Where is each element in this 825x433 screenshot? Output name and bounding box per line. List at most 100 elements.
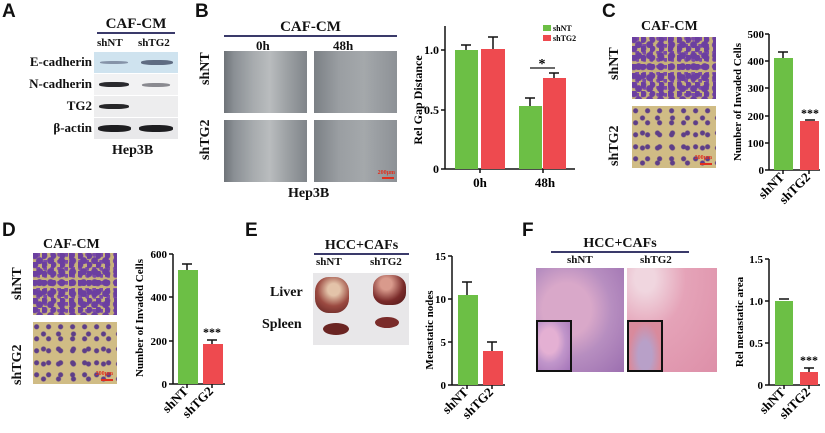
panel-b-row-shnt: shNT xyxy=(198,52,213,85)
svg-text:500: 500 xyxy=(748,29,765,41)
svg-text:0: 0 xyxy=(758,380,764,392)
blot-label-e-cadherin: E-cadherin xyxy=(29,54,92,69)
bar-b-shtg2-0h xyxy=(481,49,505,169)
svg-text:600: 600 xyxy=(151,249,168,261)
panel-d-row-shtg2: shTG2 xyxy=(10,344,25,385)
panel-b-cell-line: Hep3B xyxy=(288,186,330,201)
panel-a-lane-shnt: shNT xyxy=(97,37,123,49)
panel-e-header: HCC+CAFs xyxy=(314,238,409,255)
svg-text:0: 0 xyxy=(162,379,168,391)
organ-label-liver: Liver xyxy=(270,285,303,300)
svg-text:15: 15 xyxy=(435,251,447,263)
panel-b-time-0h: 0h xyxy=(256,38,270,53)
panel-c-header: CAF-CM xyxy=(641,19,698,34)
panel-f-lane-shtg2: shTG2 xyxy=(640,254,672,266)
panel-b-row-shtg2: shTG2 xyxy=(198,119,213,160)
panel-b-time-48h: 48h xyxy=(333,38,354,53)
svg-text:Rel metastatic area: Rel metastatic area xyxy=(734,276,746,367)
blot-label-beta-actin: β-actin xyxy=(53,120,92,135)
svg-text:300: 300 xyxy=(748,83,765,95)
blot-label-tg2: TG2 xyxy=(66,98,92,113)
significance-b: * xyxy=(539,57,546,72)
panel-a-label: A xyxy=(2,1,16,22)
histology-image-shtg2 xyxy=(627,268,717,372)
scale-bar-c: 200μm xyxy=(694,155,712,161)
svg-text:Metastatic nodes: Metastatic nodes xyxy=(424,290,436,370)
svg-text:5: 5 xyxy=(441,337,447,349)
panel-d-row-shnt: shNT xyxy=(10,267,25,300)
bar-f-shnt xyxy=(775,301,793,385)
wound-image-shtg2-48h: 200μm xyxy=(314,120,397,182)
chart-d-invaded-cells: Number of Invaded Cells 600 400 200 0 **… xyxy=(134,249,225,421)
histology-inset-shnt xyxy=(536,320,572,372)
wound-image-shtg2-0h xyxy=(224,120,307,182)
panel-a-cell-line: Hep3B xyxy=(112,143,154,158)
panel-f-lane-shnt: shNT xyxy=(567,254,593,266)
bar-c-shtg2 xyxy=(800,121,819,170)
panel-d-label: D xyxy=(2,220,16,241)
panel-c-row-shtg2: shTG2 xyxy=(607,125,622,166)
invasion-image-c-shtg2: 200μm xyxy=(632,106,716,168)
svg-text:Number of Invaded Cells: Number of Invaded Cells xyxy=(732,42,744,161)
bar-f-shtg2 xyxy=(800,372,818,385)
panel-a-header: CAF-CM xyxy=(97,16,175,34)
svg-text:0: 0 xyxy=(433,162,439,176)
invasion-image-d-shtg2: 200μm xyxy=(33,322,117,384)
bar-d-shnt xyxy=(178,270,198,384)
histology-image-shnt xyxy=(536,268,624,372)
svg-text:Number of Invaded Cells: Number of Invaded Cells xyxy=(134,258,146,377)
panel-d-header: CAF-CM xyxy=(43,237,100,252)
spleen-shtg2 xyxy=(375,317,399,328)
panel-e-label: E xyxy=(245,220,258,241)
scale-bar-b: 200μm xyxy=(377,170,395,176)
bar-e-shtg2 xyxy=(483,351,503,385)
bar-b-shtg2-48h xyxy=(543,78,566,169)
panel-b-label: B xyxy=(195,1,209,22)
liver-shtg2 xyxy=(373,275,406,305)
invasion-image-d-shnt xyxy=(33,253,117,315)
chart-e-metastatic-nodes: Metastatic nodes 15 10 5 0 shNT shTG2 xyxy=(424,251,505,422)
blot-strip-e-cadherin xyxy=(94,52,178,73)
panel-b-header: CAF-CM xyxy=(224,19,397,37)
scale-bar-d: 200μm xyxy=(95,371,113,377)
bar-d-shtg2 xyxy=(203,344,223,384)
panel-c-label: C xyxy=(602,1,616,22)
legend-shnt: shNT xyxy=(553,24,572,33)
organ-photo xyxy=(313,273,409,345)
liver-shnt xyxy=(315,277,349,313)
bar-c-shnt xyxy=(774,58,793,170)
svg-text:200: 200 xyxy=(748,111,765,123)
organ-label-spleen: Spleen xyxy=(262,317,302,332)
svg-text:48h: 48h xyxy=(535,175,556,190)
panel-e-lane-shnt: shNT xyxy=(316,256,342,268)
svg-text:1.5: 1.5 xyxy=(749,254,763,266)
bar-b-shnt-48h xyxy=(519,106,542,169)
significance-f: *** xyxy=(800,353,818,367)
significance-d: *** xyxy=(203,325,221,339)
invasion-image-c-shnt xyxy=(632,37,716,99)
svg-text:10: 10 xyxy=(435,294,447,306)
chart-f-rel-metastatic-area: Rel metastatic area 1.5 1.0 0.5 0 *** sh… xyxy=(734,254,820,422)
svg-text:0: 0 xyxy=(441,380,447,392)
wound-image-shnt-0h xyxy=(224,51,307,113)
wound-image-shnt-48h xyxy=(314,51,397,113)
svg-text:400: 400 xyxy=(151,292,168,304)
svg-text:100: 100 xyxy=(748,138,765,150)
panel-f-header: HCC+CAFs xyxy=(551,236,689,253)
panel-a-lane-shtg2: shTG2 xyxy=(138,37,170,49)
bar-b-shnt-0h xyxy=(455,50,478,169)
svg-text:0: 0 xyxy=(759,165,765,177)
blot-strip-beta-actin xyxy=(94,118,178,139)
blot-strip-tg2 xyxy=(94,96,178,117)
svg-text:0h: 0h xyxy=(473,175,488,190)
chart-b-ylabel: Rel Gap Distance xyxy=(411,55,425,145)
chart-c-invaded-cells: Number of Invaded Cells 500 400 300 200 … xyxy=(732,29,820,207)
blot-label-n-cadherin: N-cadherin xyxy=(29,76,92,91)
panel-e-lane-shtg2: shTG2 xyxy=(370,256,402,268)
svg-text:0.5: 0.5 xyxy=(749,338,763,350)
panel-c-row-shnt: shNT xyxy=(607,47,622,80)
histology-inset-shtg2 xyxy=(627,320,663,372)
western-blot xyxy=(94,52,178,140)
panel-f-label: F xyxy=(522,220,534,241)
legend-shtg2: shTG2 xyxy=(553,34,576,43)
